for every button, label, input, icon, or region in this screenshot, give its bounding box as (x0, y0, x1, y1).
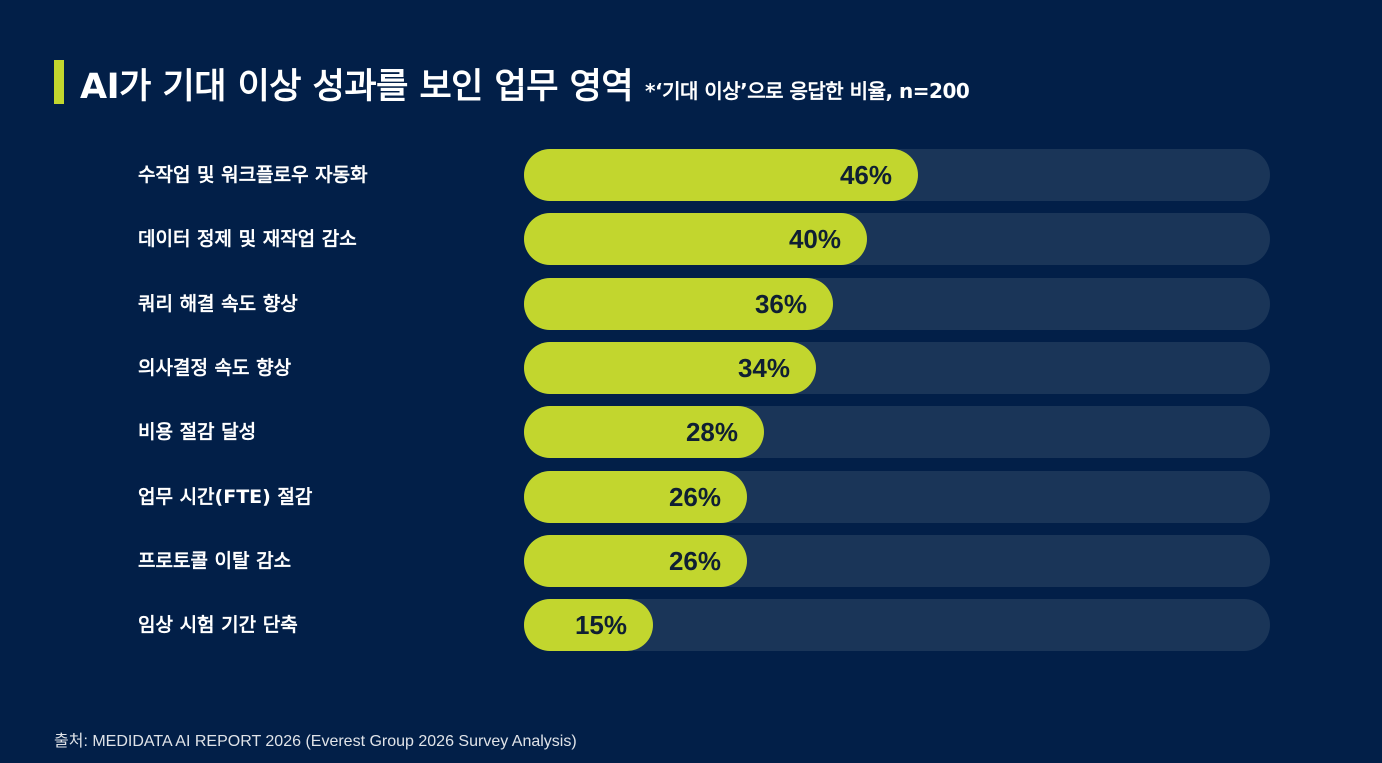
page-title: AI가 기대 이상 성과를 보인 업무 영역 *‘기대 이상’으로 응답한 비율… (80, 58, 970, 107)
chart-title: AI가 기대 이상 성과를 보인 업무 영역 (80, 67, 634, 107)
bar: 26% (524, 534, 747, 587)
data-label: 15% (574, 610, 627, 641)
category-label: 쿼리 해결 속도 향상 (138, 292, 298, 315)
bar-track: 34% (524, 341, 1270, 394)
category-label: 수작업 및 워크플로우 자동화 (138, 164, 368, 186)
category-label: 프로토콜 이탈 감소 (138, 549, 292, 572)
category-label: 의사결정 속도 향상 (138, 356, 292, 379)
bar-track: 26% (524, 470, 1270, 523)
bar: 40% (524, 213, 867, 266)
bar-row: 임상 시험 기간 단축 15% (0, 599, 1382, 652)
source-note: 출처: MEDIDATA AI REPORT 2026 (Everest Gro… (54, 733, 577, 750)
category-label: 업무 시간(FTE) 절감 (138, 485, 313, 508)
data-label: 36% (754, 288, 807, 319)
bar-row: 수작업 및 워크플로우 자동화 46% (0, 149, 1382, 201)
bar-row: 프로토콜 이탈 감소 26% (0, 534, 1382, 587)
data-label: 26% (668, 545, 721, 576)
bar: 28% (524, 406, 764, 459)
bar-track: 36% (524, 277, 1270, 330)
data-label: 46% (839, 160, 892, 190)
category-label: 임상 시험 기간 단축 (138, 614, 298, 637)
bar-track: 46% (524, 149, 1270, 201)
data-label: 34% (737, 352, 790, 383)
title-accent-bar (54, 60, 64, 104)
bar-row: 비용 절감 달성 28% (0, 406, 1382, 459)
bar: 46% (524, 149, 918, 201)
bar-track: 40% (524, 213, 1270, 266)
bar-row: 쿼리 해결 속도 향상 36% (0, 277, 1382, 330)
category-label: 데이터 정제 및 재작업 감소 (138, 228, 357, 251)
bar-row: 데이터 정제 및 재작업 감소 40% (0, 213, 1382, 266)
bar-track: 15% (524, 599, 1270, 652)
bar: 34% (524, 341, 816, 394)
category-label: 비용 절감 달성 (138, 421, 257, 444)
data-label: 40% (788, 224, 841, 255)
bar-row: 의사결정 속도 향상 34% (0, 341, 1382, 394)
bar: 26% (524, 470, 747, 523)
bar: 36% (524, 277, 833, 330)
bar-row: 업무 시간(FTE) 절감 26% (0, 470, 1382, 523)
data-label: 26% (668, 481, 721, 512)
bar: 15% (524, 599, 653, 652)
chart-subtitle-note: *‘기대 이상’으로 응답한 비율, n=200 (645, 79, 970, 103)
bar-track: 28% (524, 406, 1270, 459)
data-label: 28% (685, 417, 738, 448)
bar-track: 26% (524, 534, 1270, 587)
